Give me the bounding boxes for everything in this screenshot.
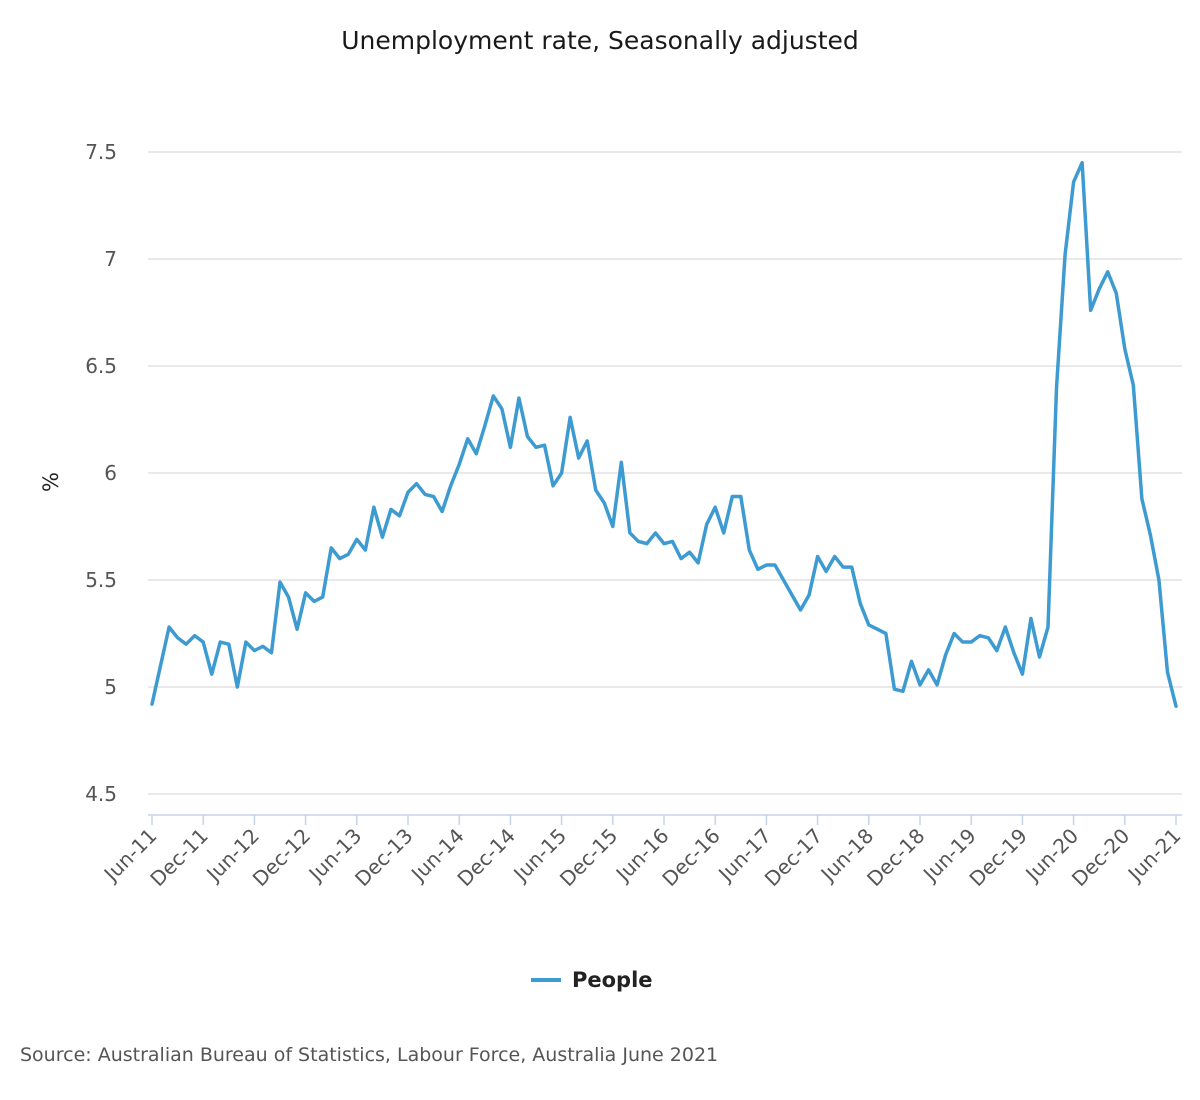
y-tick-label: 7.5	[85, 140, 117, 164]
x-tick-label: Dec-19	[964, 824, 1031, 891]
source-note: Source: Australian Bureau of Statistics,…	[20, 1044, 718, 1066]
series-line-people	[150, 160, 1178, 709]
x-tick-label: Dec-18	[862, 824, 929, 891]
y-axis-ticks: 4.5 5 5.5 6 6.5 7 7.5	[85, 140, 117, 806]
y-axis-label: %	[39, 472, 63, 492]
x-tick-label: Dec-17	[760, 824, 827, 891]
x-tick-label: Dec-11	[145, 824, 212, 891]
y-tick-label: 6.5	[85, 354, 117, 378]
y-tick-label: 6	[104, 461, 117, 485]
x-tick-label: Dec-16	[657, 824, 724, 891]
series-lines	[150, 160, 1178, 709]
y-tick-label: 5.5	[85, 568, 117, 592]
x-tick-label: Dec-14	[452, 824, 519, 891]
x-tick-label: Dec-13	[350, 824, 417, 891]
legend-label-people: People	[572, 968, 653, 992]
y-tick-label: 5	[104, 675, 117, 699]
x-tick-label: Dec-15	[555, 824, 622, 891]
x-tick-label: Jun-21	[1122, 824, 1186, 888]
y-tick-label: 7	[104, 247, 117, 271]
x-tick-label: Dec-20	[1067, 824, 1134, 891]
chart-title: Unemployment rate, Seasonally adjusted	[341, 26, 859, 55]
legend[interactable]: People	[531, 968, 653, 992]
x-axis-ticks: Jun-11Dec-11Jun-12Dec-12Jun-13Dec-13Jun-…	[98, 815, 1186, 891]
x-tick-label: Dec-12	[248, 824, 315, 891]
y-tick-label: 4.5	[85, 782, 117, 806]
gridlines	[148, 151, 1182, 795]
